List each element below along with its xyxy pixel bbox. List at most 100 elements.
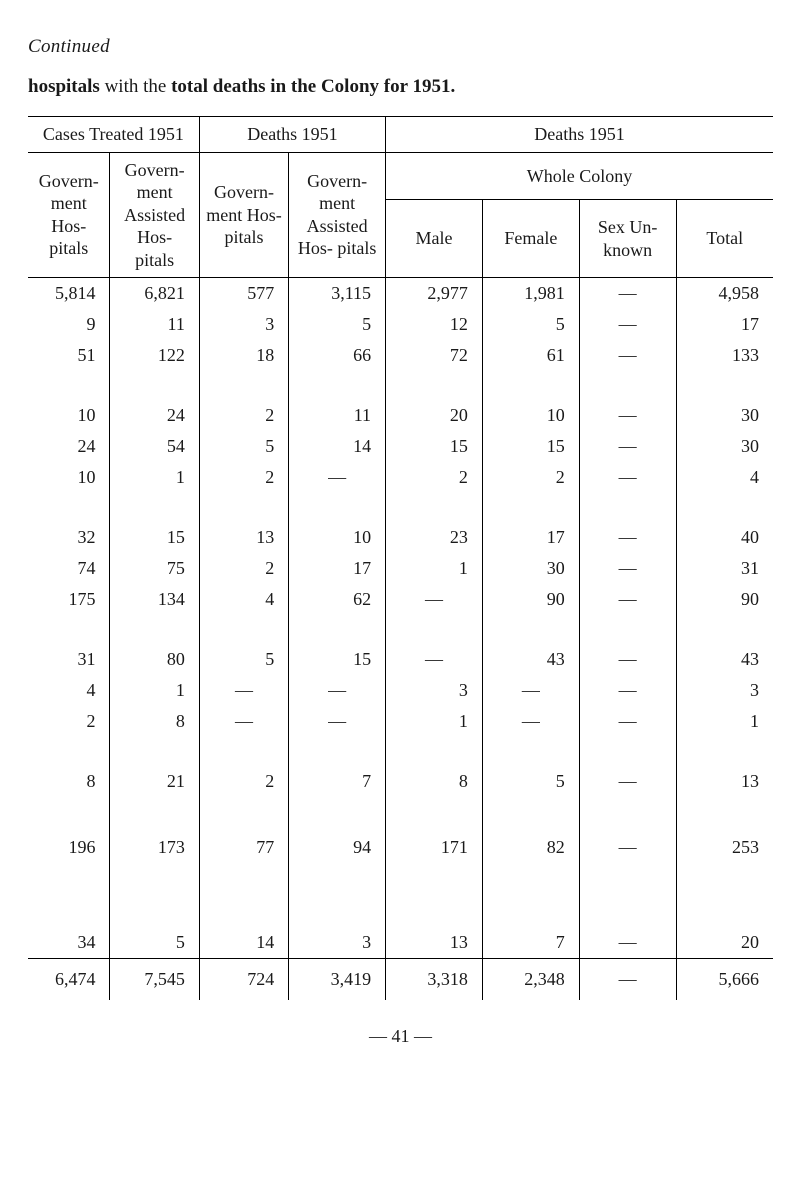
table-cell: 7 bbox=[482, 898, 579, 959]
table-cell: 2 bbox=[199, 737, 288, 797]
total-cell: 2,348 bbox=[482, 959, 579, 1001]
table-cell: 3 bbox=[386, 675, 483, 706]
table-cell: 2 bbox=[199, 553, 288, 584]
table-cell: 14 bbox=[199, 898, 288, 959]
deaths-table: Cases Treated 1951 Deaths 1951 Deaths 19… bbox=[28, 116, 773, 1000]
table-row: 1012—22—4 bbox=[28, 462, 773, 493]
table-cell: 2 bbox=[199, 371, 288, 431]
table-cell: — bbox=[289, 675, 386, 706]
table-cell: 30 bbox=[482, 553, 579, 584]
total-cell: 6,474 bbox=[28, 959, 110, 1001]
table-cell: 15 bbox=[289, 615, 386, 675]
table-cell: — bbox=[579, 309, 676, 340]
table-cell: 24 bbox=[28, 431, 110, 462]
table-row: 175134462—90—90 bbox=[28, 584, 773, 615]
table-cell: 2 bbox=[386, 462, 483, 493]
table-cell: 11 bbox=[289, 371, 386, 431]
table-cell: 7 bbox=[289, 737, 386, 797]
table-cell: 171 bbox=[386, 797, 483, 898]
table-row: 5112218667261—133 bbox=[28, 340, 773, 371]
table-cell: — bbox=[579, 675, 676, 706]
table-cell: 5 bbox=[289, 309, 386, 340]
table-cell: 8 bbox=[110, 706, 199, 737]
header-deaths-1951-a: Deaths 1951 bbox=[199, 117, 385, 153]
table-cell: 4,958 bbox=[676, 278, 773, 310]
table-cell: 43 bbox=[676, 615, 773, 675]
table-cell: 15 bbox=[386, 431, 483, 462]
table-cell: 24 bbox=[110, 371, 199, 431]
table-row: 91135125—17 bbox=[28, 309, 773, 340]
table-cell: 5 bbox=[199, 431, 288, 462]
table-cell: 40 bbox=[676, 493, 773, 553]
table-row: 10242112010—30 bbox=[28, 371, 773, 431]
table-cell: — bbox=[579, 737, 676, 797]
table-cell: 74 bbox=[28, 553, 110, 584]
table-row: 345143137—20 bbox=[28, 898, 773, 959]
table-cell: 5 bbox=[110, 898, 199, 959]
table-cell: 1 bbox=[386, 553, 483, 584]
table-cell: 11 bbox=[110, 309, 199, 340]
table-cell: 2,977 bbox=[386, 278, 483, 310]
table-cell: 61 bbox=[482, 340, 579, 371]
table-cell: 8 bbox=[28, 737, 110, 797]
table-cell: 17 bbox=[676, 309, 773, 340]
table-row: 321513102317—40 bbox=[28, 493, 773, 553]
table-cell: — bbox=[482, 706, 579, 737]
table-cell: 4 bbox=[676, 462, 773, 493]
table-cell: — bbox=[579, 493, 676, 553]
table-cell: 4 bbox=[199, 584, 288, 615]
header-govt-assisted-hospitals-1: Govern- ment Assisted Hos- pitals bbox=[110, 152, 199, 278]
table-cell: 54 bbox=[110, 431, 199, 462]
table-cell: 31 bbox=[676, 553, 773, 584]
table-cell: 94 bbox=[289, 797, 386, 898]
table-cell: 253 bbox=[676, 797, 773, 898]
table-cell: 2 bbox=[482, 462, 579, 493]
header-male: Male bbox=[386, 200, 483, 278]
header-sex-unknown: Sex Un- known bbox=[579, 200, 676, 278]
table-cell: — bbox=[482, 675, 579, 706]
table-cell: 15 bbox=[482, 431, 579, 462]
table-cell: 6,821 bbox=[110, 278, 199, 310]
table-cell: 122 bbox=[110, 340, 199, 371]
table-cell: 1 bbox=[386, 706, 483, 737]
table-cell: — bbox=[386, 615, 483, 675]
table-cell: — bbox=[579, 371, 676, 431]
title-part-hospitals: hospitals bbox=[28, 76, 100, 97]
table-cell: 13 bbox=[199, 493, 288, 553]
table-row: 41——3——3 bbox=[28, 675, 773, 706]
table-cell: 2 bbox=[28, 706, 110, 737]
table-cell: 20 bbox=[386, 371, 483, 431]
table-cell: 13 bbox=[386, 898, 483, 959]
table-row: 196173779417182—253 bbox=[28, 797, 773, 898]
table-cell: — bbox=[579, 615, 676, 675]
table-cell: 17 bbox=[482, 493, 579, 553]
header-cases-treated: Cases Treated 1951 bbox=[28, 117, 199, 153]
table-cell: — bbox=[289, 706, 386, 737]
table-cell: — bbox=[579, 553, 676, 584]
table-cell: 173 bbox=[110, 797, 199, 898]
table-cell: 14 bbox=[289, 431, 386, 462]
header-total: Total bbox=[676, 200, 773, 278]
table-cell: 3,115 bbox=[289, 278, 386, 310]
table-cell: 2 bbox=[199, 462, 288, 493]
table-cell: 72 bbox=[386, 340, 483, 371]
table-cell: 17 bbox=[289, 553, 386, 584]
table-title: hospitals with the total deaths in the C… bbox=[28, 76, 773, 98]
total-cell: — bbox=[579, 959, 676, 1001]
table-row: 3180515—43—43 bbox=[28, 615, 773, 675]
table-cell: 90 bbox=[482, 584, 579, 615]
table-cell: 20 bbox=[676, 898, 773, 959]
table-cell: 62 bbox=[289, 584, 386, 615]
table-cell: 5 bbox=[199, 615, 288, 675]
total-cell: 724 bbox=[199, 959, 288, 1001]
table-cell: 1 bbox=[110, 462, 199, 493]
table-cell: 10 bbox=[289, 493, 386, 553]
table-cell: — bbox=[579, 431, 676, 462]
table-cell: 1,981 bbox=[482, 278, 579, 310]
header-govt-hospitals-1: Govern- ment Hos- pitals bbox=[28, 152, 110, 278]
table-row: 28——1——1 bbox=[28, 706, 773, 737]
table-cell: 18 bbox=[199, 340, 288, 371]
table-cell: 10 bbox=[482, 371, 579, 431]
table-cell: 34 bbox=[28, 898, 110, 959]
table-row: 5,8146,8215773,1152,9771,981—4,958 bbox=[28, 278, 773, 310]
